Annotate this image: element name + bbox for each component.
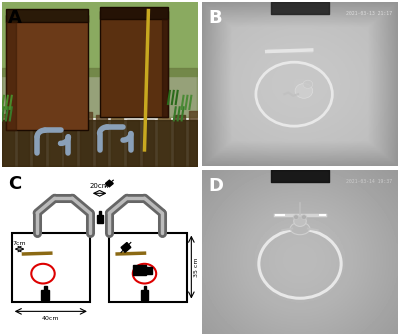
Ellipse shape xyxy=(290,222,310,235)
Circle shape xyxy=(303,80,313,88)
Bar xyxy=(97,215,102,223)
Polygon shape xyxy=(121,243,131,252)
Text: 20cm: 20cm xyxy=(90,183,109,189)
Text: 35 cm: 35 cm xyxy=(194,257,199,277)
Text: 7cm: 7cm xyxy=(13,241,26,246)
Text: D: D xyxy=(208,177,223,195)
Text: 2021-03-14 19:37: 2021-03-14 19:37 xyxy=(346,178,392,183)
Bar xyxy=(6,9,88,22)
Polygon shape xyxy=(144,267,152,274)
Text: B: B xyxy=(208,9,222,27)
Text: 40cm: 40cm xyxy=(42,316,60,321)
Bar xyxy=(100,7,168,19)
Polygon shape xyxy=(267,49,312,51)
Bar xyxy=(144,286,146,290)
Polygon shape xyxy=(133,265,146,275)
Bar xyxy=(140,290,148,300)
Bar xyxy=(44,286,47,290)
Text: C: C xyxy=(8,175,21,193)
Bar xyxy=(109,233,188,301)
Circle shape xyxy=(293,215,299,219)
Polygon shape xyxy=(106,180,113,187)
Text: A: A xyxy=(8,9,22,27)
Circle shape xyxy=(301,215,307,219)
Bar xyxy=(100,10,168,117)
Bar xyxy=(99,211,100,215)
Bar xyxy=(6,15,88,130)
Circle shape xyxy=(295,84,313,98)
Circle shape xyxy=(294,216,306,226)
Bar xyxy=(41,290,49,300)
Text: 2021-03-13 21:17: 2021-03-13 21:17 xyxy=(346,10,392,15)
Bar xyxy=(12,233,90,301)
